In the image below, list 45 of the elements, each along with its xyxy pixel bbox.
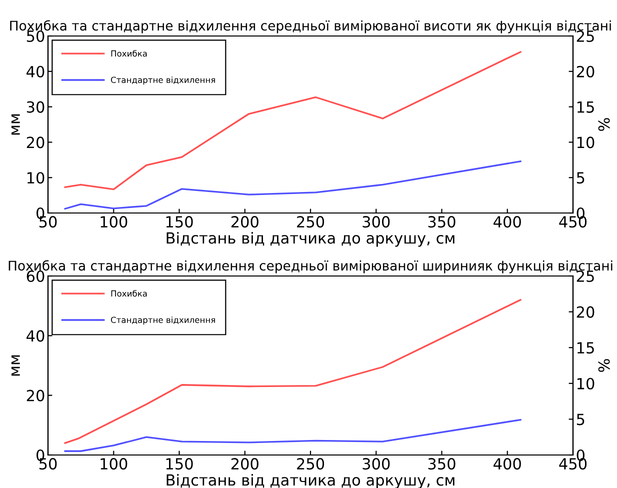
y-tick-label: 40 bbox=[26, 66, 44, 78]
y2-axis-title: % bbox=[598, 359, 610, 372]
y2-tick-label: 10 bbox=[577, 136, 594, 148]
x-tick-label: 200 bbox=[231, 216, 258, 228]
y-tick-label: 10 bbox=[27, 172, 44, 184]
y2-tick-label: 20 bbox=[576, 306, 594, 318]
x-tick-label: 150 bbox=[166, 458, 193, 470]
y-tick-label: 20 bbox=[26, 390, 44, 402]
y2-tick-label: 15 bbox=[577, 342, 594, 354]
x-tick-label: 300 bbox=[362, 216, 390, 228]
line-series bbox=[64, 160, 522, 210]
legend-label: Стандартне відхилення bbox=[110, 76, 215, 85]
y-tick-label: 40 bbox=[26, 330, 44, 342]
y-tick-label: 20 bbox=[26, 136, 44, 148]
y2-tick-label: 20 bbox=[576, 66, 594, 78]
y2-axis-title: % bbox=[598, 118, 610, 131]
x-tick-label: 350 bbox=[428, 458, 456, 470]
x-tick-label: 400 bbox=[494, 216, 521, 228]
x-tick-label: 250 bbox=[297, 216, 324, 228]
line-series bbox=[64, 51, 522, 190]
x-tick-label: 250 bbox=[297, 458, 324, 470]
x-tick-label: 100 bbox=[100, 216, 128, 228]
x-tick-label: 100 bbox=[100, 458, 128, 470]
legend-label: Похибка bbox=[111, 50, 147, 57]
y-axis-title: мм bbox=[11, 355, 20, 376]
x-tick-label: 150 bbox=[166, 216, 193, 228]
line-series bbox=[64, 299, 522, 444]
y2-tick-label: 5 bbox=[576, 172, 584, 184]
x-axis-title: Відстань від датчика до аркушу, см bbox=[166, 232, 454, 247]
line-series bbox=[64, 418, 522, 452]
y2-tick-label: 5 bbox=[576, 414, 584, 426]
legend-label: Похибка bbox=[111, 290, 147, 297]
y-tick-label: 50 bbox=[26, 30, 44, 42]
x-tick-label: 400 bbox=[494, 458, 521, 470]
y2-tick-label: 15 bbox=[577, 101, 594, 113]
y2-tick-label: 25 bbox=[576, 270, 594, 282]
y-tick-label: 60 bbox=[26, 270, 44, 282]
x-tick-label: 300 bbox=[362, 458, 390, 470]
y2-tick-label: 25 bbox=[576, 30, 594, 42]
y2-tick-label: 10 bbox=[577, 378, 594, 390]
x-tick-label: 350 bbox=[428, 216, 456, 228]
legend-label: Стандартне відхилення bbox=[110, 316, 215, 325]
y-tick-label: 30 bbox=[26, 101, 44, 113]
x-tick-label: 200 bbox=[231, 458, 258, 470]
y-axis-title: мм bbox=[11, 114, 20, 135]
